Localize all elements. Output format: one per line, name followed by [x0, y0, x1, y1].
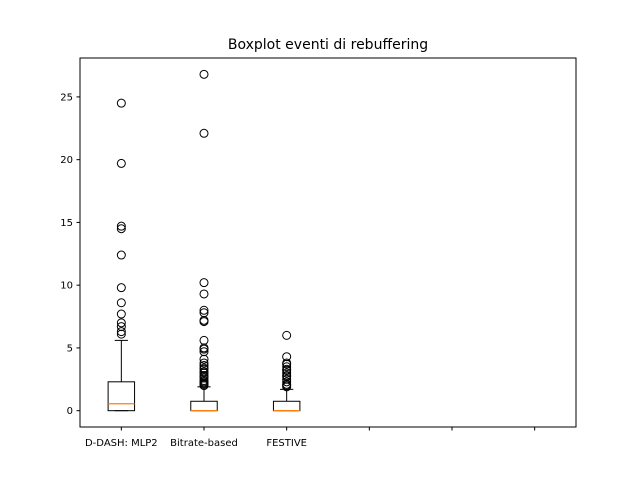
y-tick-label: 15 [60, 218, 73, 229]
y-axis: 0 5 10 15 20 25 [60, 92, 80, 417]
box-3 [272, 330, 301, 412]
outlier-point [116, 298, 126, 308]
outlier-point [199, 278, 209, 288]
outlier-point [282, 362, 292, 372]
iqr-box [190, 400, 218, 412]
outlier-point [199, 354, 209, 364]
outlier-point [116, 98, 126, 108]
outlier-point [116, 327, 126, 337]
y-tick-label: 25 [60, 92, 73, 103]
outlier-point [282, 330, 292, 340]
x-tick-label: FESTIVE [266, 438, 307, 449]
x-tick-label: Bitrate-based [170, 438, 238, 449]
outlier-point [116, 158, 126, 168]
outlier-point [116, 318, 126, 328]
outlier-point [282, 382, 292, 392]
outlier-point [282, 359, 292, 369]
y-tick-label: 5 [67, 343, 73, 354]
box-2 [190, 69, 218, 412]
outlier-point [199, 358, 209, 368]
iqr-box [107, 381, 136, 412]
x-axis: D-DASH: MLP2 Bitrate-based FESTIVE [85, 427, 536, 449]
outlier-point [282, 368, 292, 378]
outlier-point [116, 224, 126, 234]
boxes-layer [107, 69, 301, 412]
outlier-point [199, 335, 209, 345]
outlier-point [116, 309, 126, 319]
outlier-point [199, 128, 209, 138]
outlier-point [116, 250, 126, 260]
plot-area-frame [79, 57, 577, 428]
y-tick-label: 20 [60, 155, 73, 166]
outlier-point [199, 305, 209, 315]
y-tick-label: 10 [60, 281, 73, 292]
iqr-box [272, 400, 301, 412]
outlier-point [116, 221, 126, 231]
y-tick-label: 0 [67, 406, 73, 417]
outlier-point [282, 377, 292, 387]
outlier-point [116, 283, 126, 293]
outlier-point [199, 69, 209, 79]
x-tick-label: D-DASH: MLP2 [85, 438, 158, 449]
chart-title: Boxplot eventi di rebuffering [228, 37, 428, 53]
outlier-point [199, 381, 209, 391]
outlier-point [116, 329, 126, 339]
box-1 [107, 98, 136, 412]
outlier-point [199, 317, 209, 327]
outlier-point [282, 366, 292, 376]
outlier-point [199, 344, 209, 354]
outlier-point [199, 289, 209, 299]
